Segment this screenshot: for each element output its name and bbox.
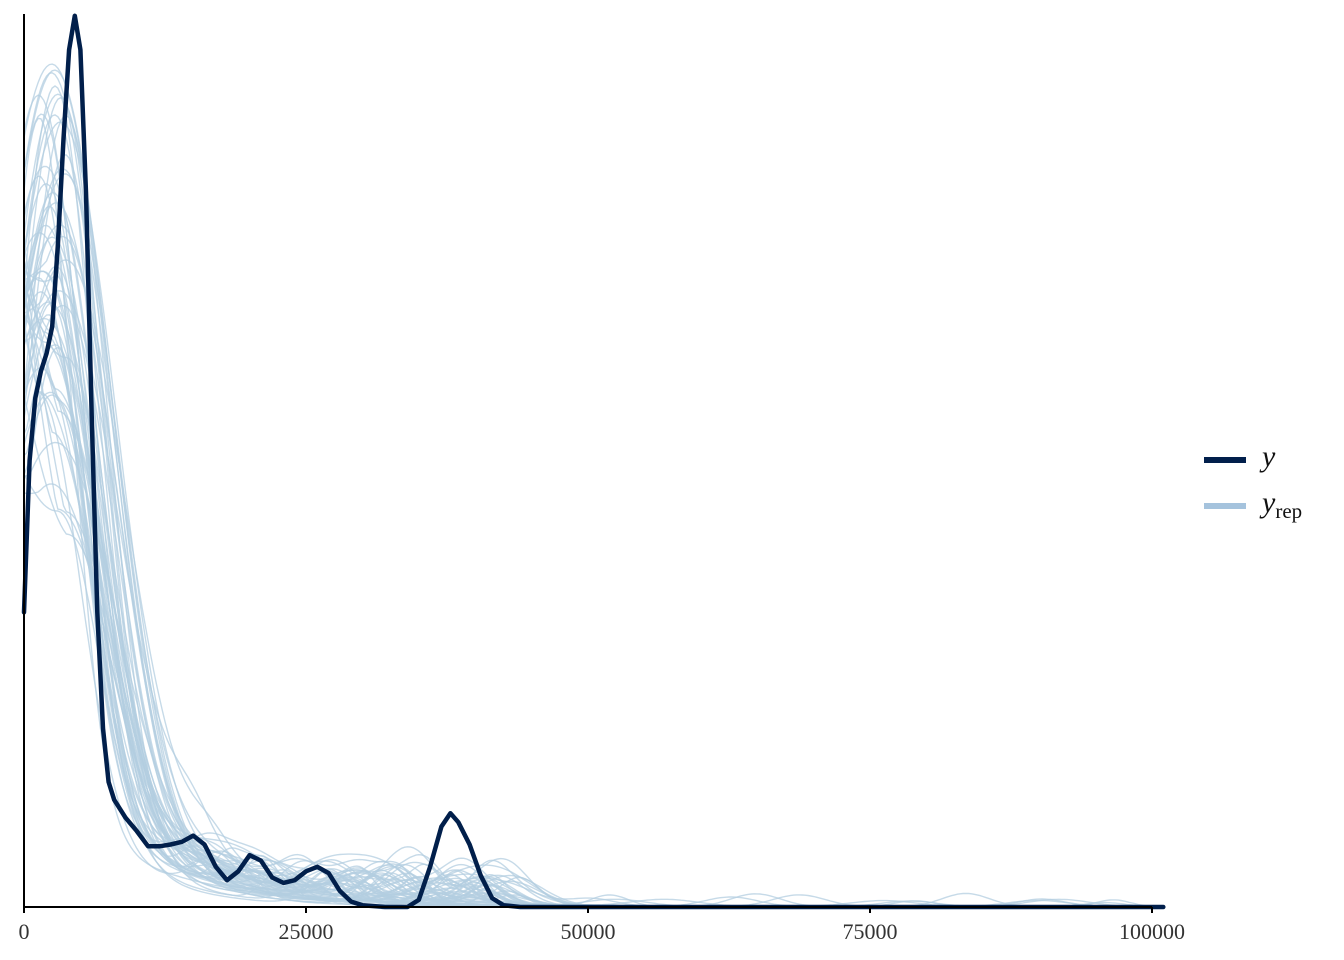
yrep-density-line (23, 93, 1164, 908)
yrep-density-line (23, 191, 1164, 908)
legend-yrep-main: y (1259, 486, 1276, 519)
yrep-density-line (23, 394, 1164, 908)
yrep-density-line (23, 291, 1164, 908)
yrep-density-line (23, 235, 1164, 908)
yrep-density-line (23, 291, 1164, 908)
x-tick-label: 50000 (561, 919, 616, 944)
yrep-density-line (23, 260, 1164, 908)
y-series (21, 13, 1166, 910)
yrep-density-line (23, 301, 1164, 908)
yrep-density-line (23, 313, 1164, 908)
yrep-density-line (23, 224, 1164, 908)
yrep-density-line (23, 205, 1164, 908)
yrep-density-line (23, 317, 1164, 908)
yrep-density-line (23, 346, 1164, 908)
yrep-density-line (23, 72, 1164, 908)
yrep-density-line (23, 290, 1164, 908)
yrep-density-line (23, 395, 1164, 908)
yrep-density-line (23, 268, 1164, 908)
yrep-density-line (23, 270, 1164, 908)
yrep-density-line (23, 304, 1164, 908)
x-axis-ticks: 0 25000 50000 75000 100000 (19, 907, 1185, 944)
x-tick-label: 100000 (1119, 919, 1185, 944)
x-tick-label: 25000 (279, 919, 334, 944)
yrep-density-line (23, 94, 1164, 908)
yrep-density-line (23, 63, 1164, 908)
yrep-density-line (23, 281, 1164, 908)
yrep-density-line (23, 302, 1164, 908)
legend: y yrep (1204, 440, 1302, 523)
yrep-density-line (23, 296, 1164, 908)
yrep-density-line (23, 96, 1164, 908)
legend-y-label: y (1259, 440, 1276, 473)
yrep-density-line (23, 270, 1164, 908)
legend-yrep-subscript: rep (1275, 499, 1302, 523)
yrep-density-line (23, 327, 1164, 908)
x-tick-label: 75000 (843, 919, 898, 944)
yrep-density-line (23, 236, 1164, 908)
yrep-density-line (23, 314, 1164, 908)
yrep-density-line (23, 244, 1164, 908)
yrep-density-line (23, 224, 1164, 908)
yrep-density-line (23, 232, 1164, 908)
legend-yrep-label: yrep (1259, 486, 1302, 523)
yrep-density-line (23, 265, 1164, 908)
x-tick-label: 0 (19, 919, 30, 944)
yrep-density-line (23, 85, 1164, 908)
yrep-density-line (23, 269, 1164, 908)
yrep-density-line (23, 343, 1164, 908)
yrep-density-line (23, 154, 1164, 908)
yrep-density-line (23, 113, 1164, 908)
yrep-density-line (23, 165, 1164, 908)
yrep-density-line (23, 321, 1164, 908)
yrep-density-line (23, 259, 1164, 908)
y-density-line (21, 13, 1166, 910)
yrep-density-line (23, 391, 1164, 908)
yrep-density-line (23, 284, 1164, 908)
yrep-series (23, 63, 1164, 908)
yrep-density-line (23, 258, 1164, 908)
yrep-density-line (23, 281, 1164, 908)
yrep-density-line (23, 202, 1164, 908)
yrep-density-line (23, 69, 1164, 908)
yrep-density-line (23, 276, 1164, 908)
